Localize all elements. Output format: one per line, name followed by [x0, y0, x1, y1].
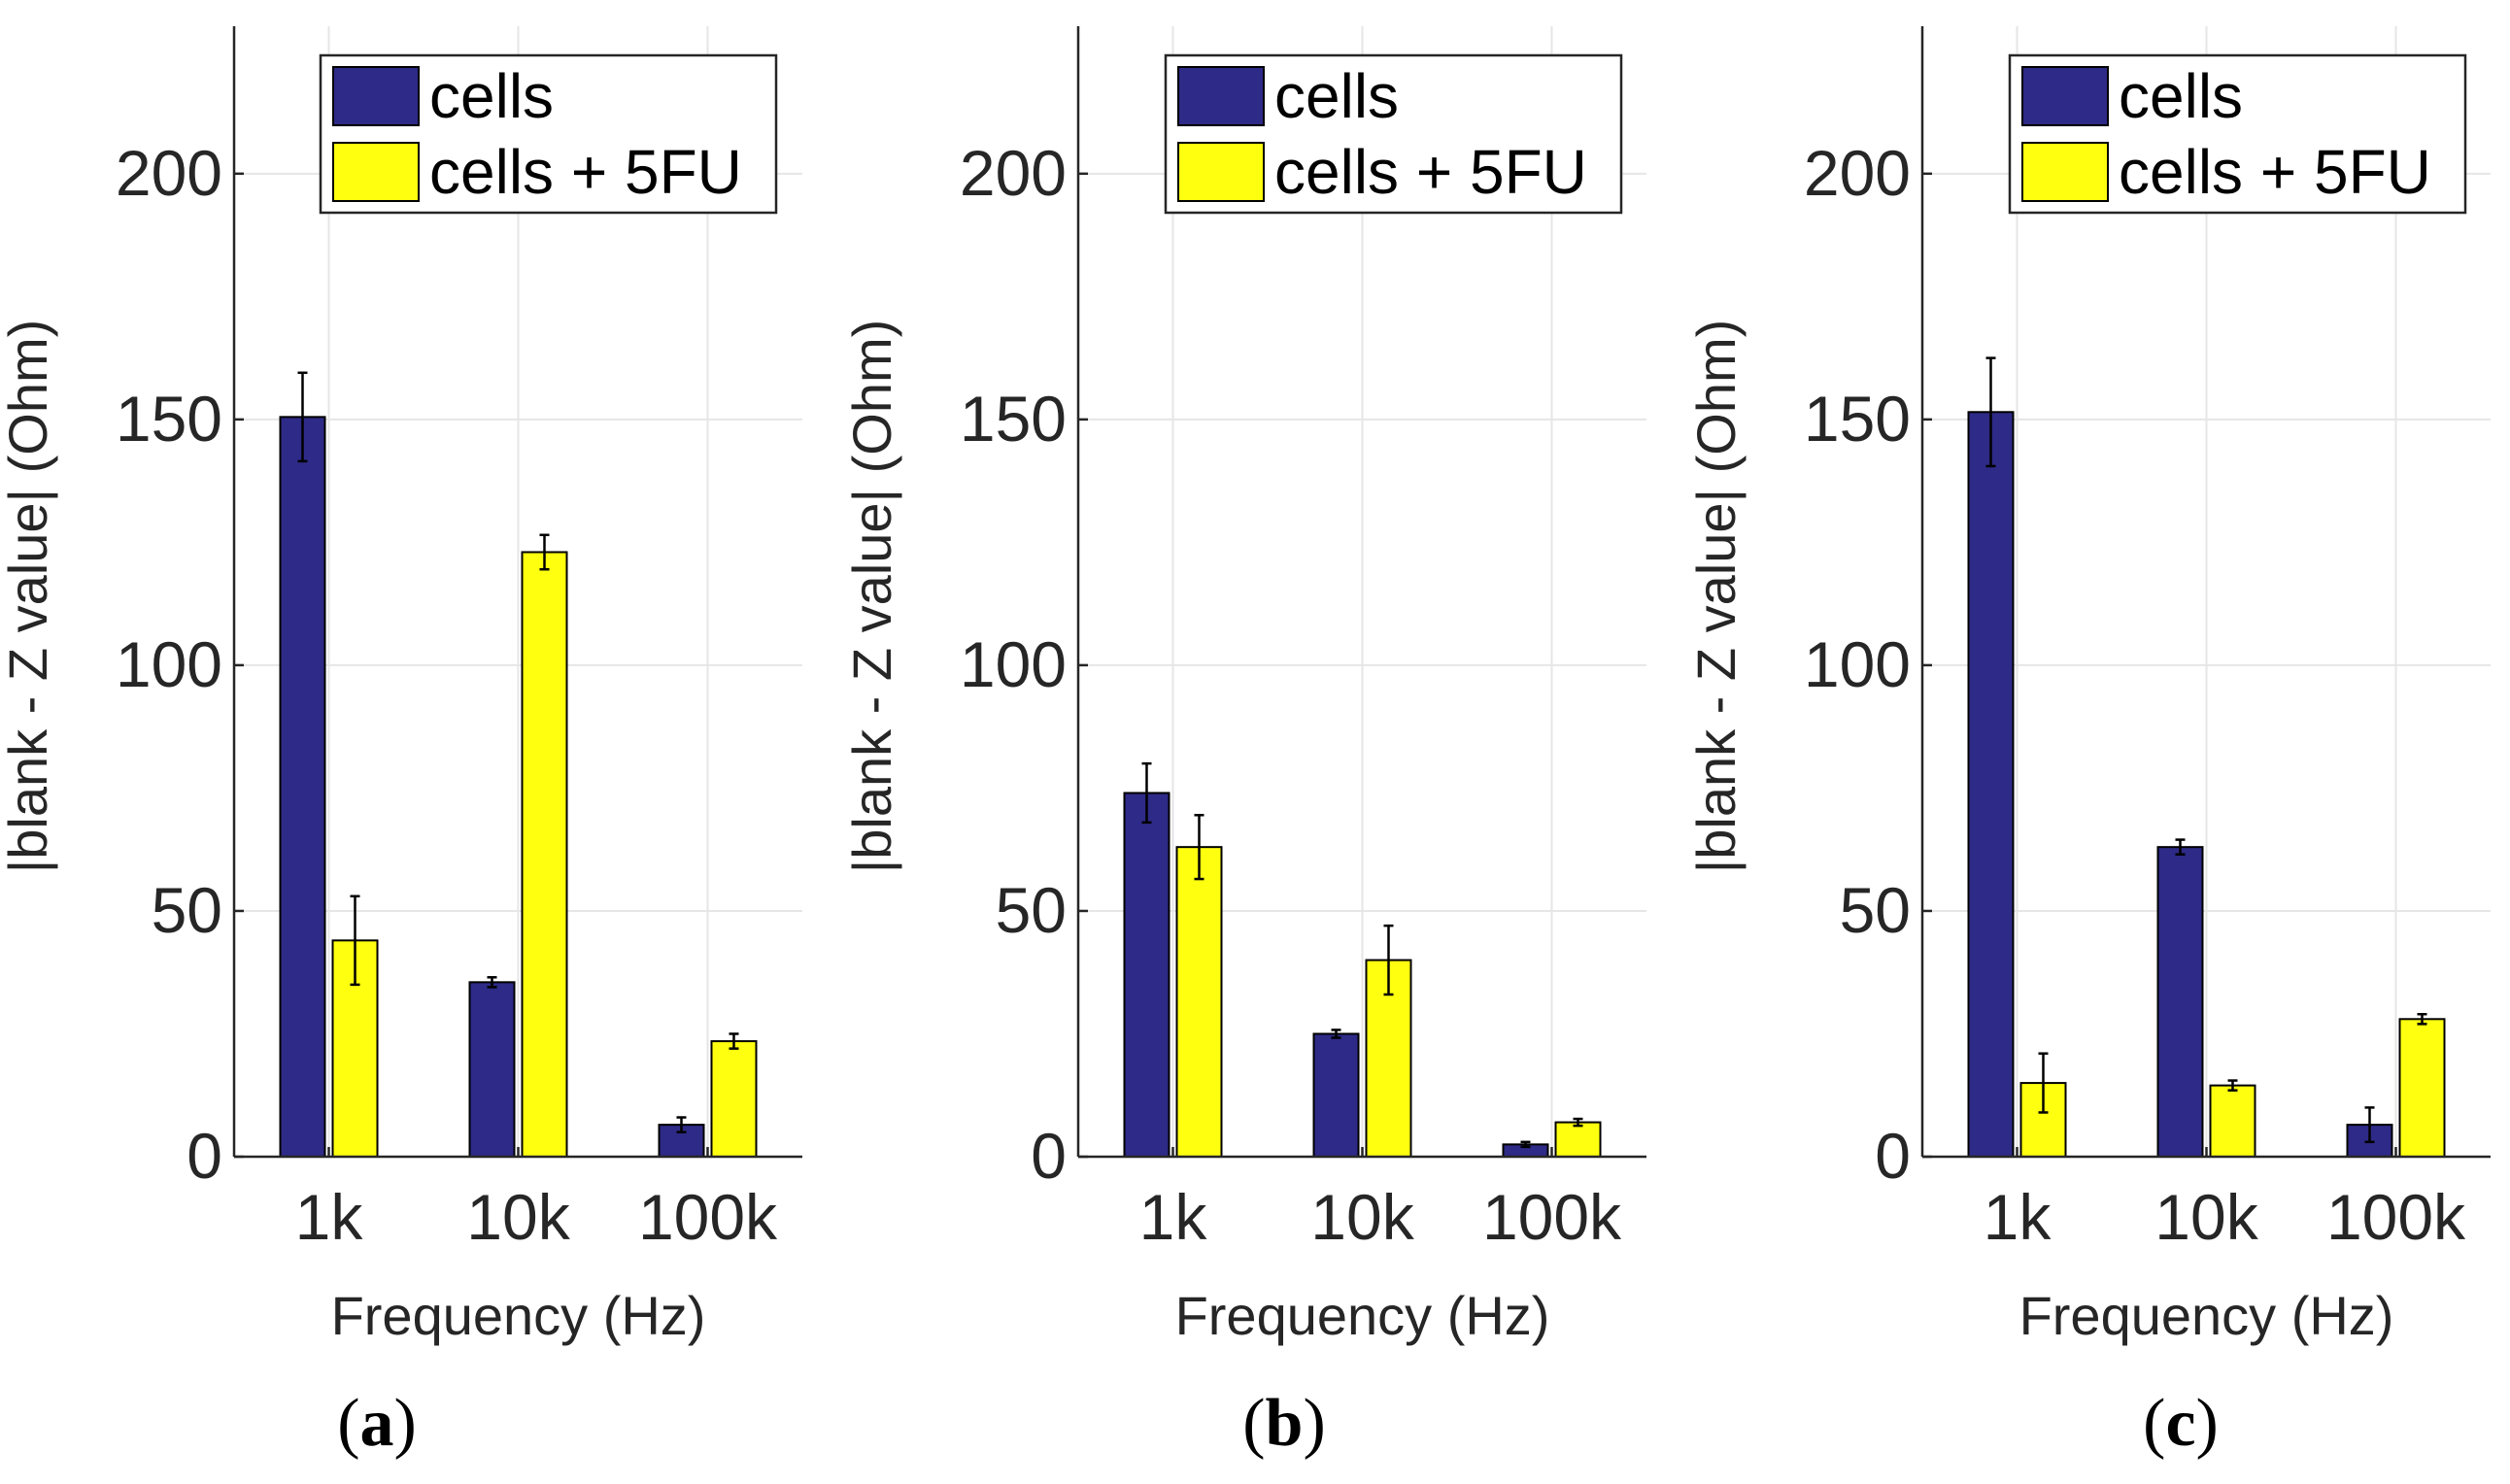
y-tick-label: 0	[1875, 1120, 1911, 1192]
x-axis-label: Frequency (Hz)	[1175, 1285, 1550, 1346]
legend-label-cells: cells	[429, 61, 554, 131]
x-tick-label: 10k	[466, 1181, 570, 1253]
y-tick-label: 150	[116, 383, 222, 455]
legend-swatch-cells	[332, 66, 420, 126]
panel-label-paren: (	[1242, 1386, 1265, 1461]
y-tick-label: 0	[1031, 1120, 1067, 1192]
x-axis-label: Frequency (Hz)	[2019, 1285, 2394, 1346]
y-axis-label: |blank - Z value| (Ohm)	[0, 320, 58, 874]
bar-cells-5fu-10k	[521, 551, 568, 1158]
x-tick-label: 1k	[295, 1181, 364, 1253]
legend-swatch-cells	[1177, 66, 1265, 126]
y-axis-label: |blank - Z value| (Ohm)	[1685, 320, 1747, 874]
x-tick-label: 100k	[638, 1181, 778, 1253]
y-tick-label: 100	[1804, 628, 1911, 700]
x-tick-label: 1k	[1139, 1181, 1208, 1253]
panel-label-letter: c	[2165, 1386, 2195, 1461]
x-tick-label: 100k	[2326, 1181, 2466, 1253]
bar-cells-1k	[1123, 792, 1170, 1158]
y-tick-label: 150	[960, 383, 1067, 455]
legend-swatch-cells-5fu	[2021, 142, 2109, 202]
panel-label: (b)	[1242, 1386, 1326, 1461]
chart-panel-c: 0 50 100 150 200 1k 10k 100k Frequency (Hz) |blan…	[1685, 26, 2491, 1461]
bar-cells-100k	[658, 1124, 705, 1159]
y-tick-label: 100	[960, 628, 1067, 700]
bar-cells-1k	[1967, 411, 2015, 1158]
x-tick-label: 100k	[1482, 1181, 1622, 1253]
chart-panel-a: 0 50 100 150 200 1k 10k 100k Frequency (Hz) |blan…	[0, 26, 802, 1461]
panel-label: (c)	[2143, 1386, 2219, 1461]
bar-cells-5fu-1k	[1175, 846, 1223, 1158]
bar-cells-5fu-100k	[1554, 1121, 1602, 1158]
panel-label-paren: )	[394, 1386, 417, 1461]
legend-label-cells-5fu: cells + 5FU	[429, 137, 742, 207]
panel-label-paren: )	[1303, 1386, 1325, 1461]
legend-label-cells: cells	[1274, 61, 1399, 131]
bar-cells-5fu-100k	[710, 1040, 758, 1159]
legend-swatch-cells-5fu	[332, 142, 420, 202]
panel-label-paren: (	[337, 1386, 359, 1461]
bar-cells-10k	[2156, 846, 2204, 1158]
bar-cells-10k	[468, 981, 516, 1158]
x-tick-label: 10k	[1310, 1181, 1414, 1253]
panel-label-paren: (	[2143, 1386, 2165, 1461]
panel-label: (a)	[337, 1386, 417, 1461]
x-tick-label: 1k	[1984, 1181, 2052, 1253]
legend-label-cells-5fu: cells + 5FU	[2119, 137, 2431, 207]
y-tick-label: 100	[116, 628, 222, 700]
x-tick-label: 10k	[2154, 1181, 2258, 1253]
y-tick-label: 200	[116, 137, 222, 209]
y-axis-label: |blank - Z value| (Ohm)	[841, 320, 902, 874]
legend-swatch-cells-5fu	[1177, 142, 1265, 202]
bar-cells-1k	[279, 416, 326, 1159]
bar-cells-5fu-10k	[2209, 1084, 2256, 1159]
panel-label-paren: )	[2196, 1386, 2219, 1461]
y-tick-label: 50	[1840, 874, 1911, 946]
x-axis-label: Frequency (Hz)	[331, 1285, 706, 1346]
legend-label-cells: cells	[2119, 61, 2243, 131]
y-tick-label: 200	[1804, 137, 1911, 209]
panel-label-letter: a	[360, 1386, 394, 1461]
y-tick-label: 50	[152, 874, 222, 946]
y-tick-label: 50	[996, 874, 1067, 946]
y-tick-label: 150	[1804, 383, 1911, 455]
y-tick-label: 0	[187, 1120, 222, 1192]
legend-swatch-cells	[2021, 66, 2109, 126]
y-tick-label: 200	[960, 137, 1067, 209]
legend-label-cells-5fu: cells + 5FU	[1274, 137, 1587, 207]
bar-cells-5fu-100k	[2398, 1018, 2446, 1158]
chart-panel-b: 0 50 100 150 200 1k 10k 100k Frequency (Hz) |blan…	[841, 26, 1646, 1461]
bar-cells-10k	[1312, 1032, 1360, 1159]
panel-label-letter: b	[1266, 1386, 1304, 1461]
